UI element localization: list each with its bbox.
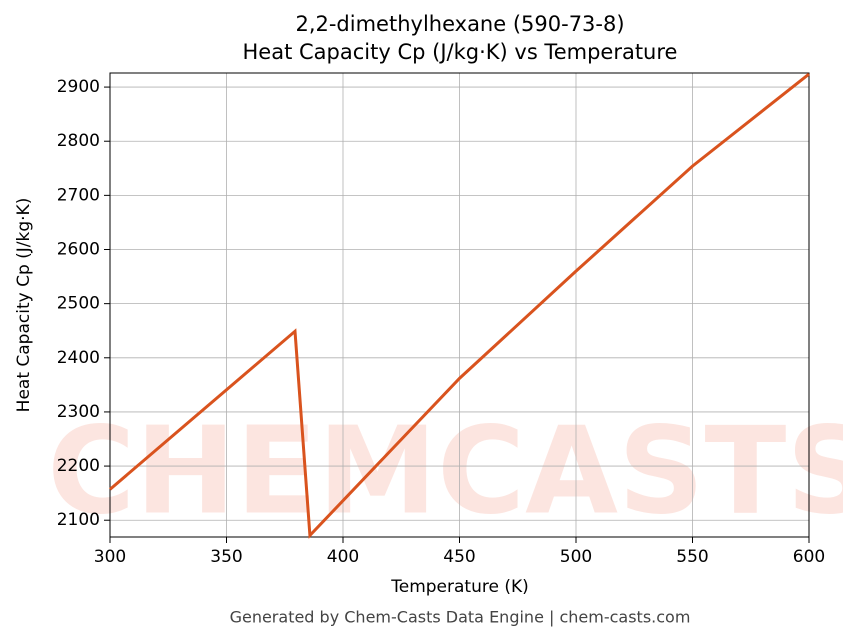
y-tick-label: 2400 — [57, 348, 100, 368]
y-tick-label: 2800 — [57, 131, 100, 151]
x-tick-label: 350 — [210, 547, 242, 567]
x-tick-label: 450 — [443, 547, 475, 567]
plot-frame — [109, 72, 810, 538]
x-tick-label: 400 — [327, 547, 359, 567]
x-tick-label: 550 — [676, 547, 708, 567]
chart-subtitle: Heat Capacity Cp (J/kg·K) vs Temperature — [243, 40, 678, 64]
x-tick-label: 500 — [560, 547, 592, 567]
chart-title: 2,2-dimethylhexane (590-73-8) — [295, 12, 624, 36]
data-line — [109, 72, 810, 539]
x-tick-label: 600 — [793, 547, 825, 567]
y-tick-label: 2700 — [57, 185, 100, 205]
x-axis-label: Temperature (K) — [390, 577, 529, 597]
footer: Generated by Chem-Casts Data Engine | ch… — [230, 608, 691, 627]
x-tick-label: 300 — [94, 547, 126, 567]
y-axis-label: Heat Capacity Cp (J/kg·K) — [14, 198, 34, 413]
y-tick-label: 2200 — [57, 456, 100, 476]
y-tick-label: 2100 — [57, 510, 100, 530]
y-tick-label: 2500 — [57, 294, 100, 314]
y-tick-label: 2600 — [57, 240, 100, 260]
y-tick-label: 2300 — [57, 402, 100, 422]
watermark: CHEMCASTS — [47, 403, 843, 542]
y-tick-label: 2900 — [57, 77, 100, 97]
